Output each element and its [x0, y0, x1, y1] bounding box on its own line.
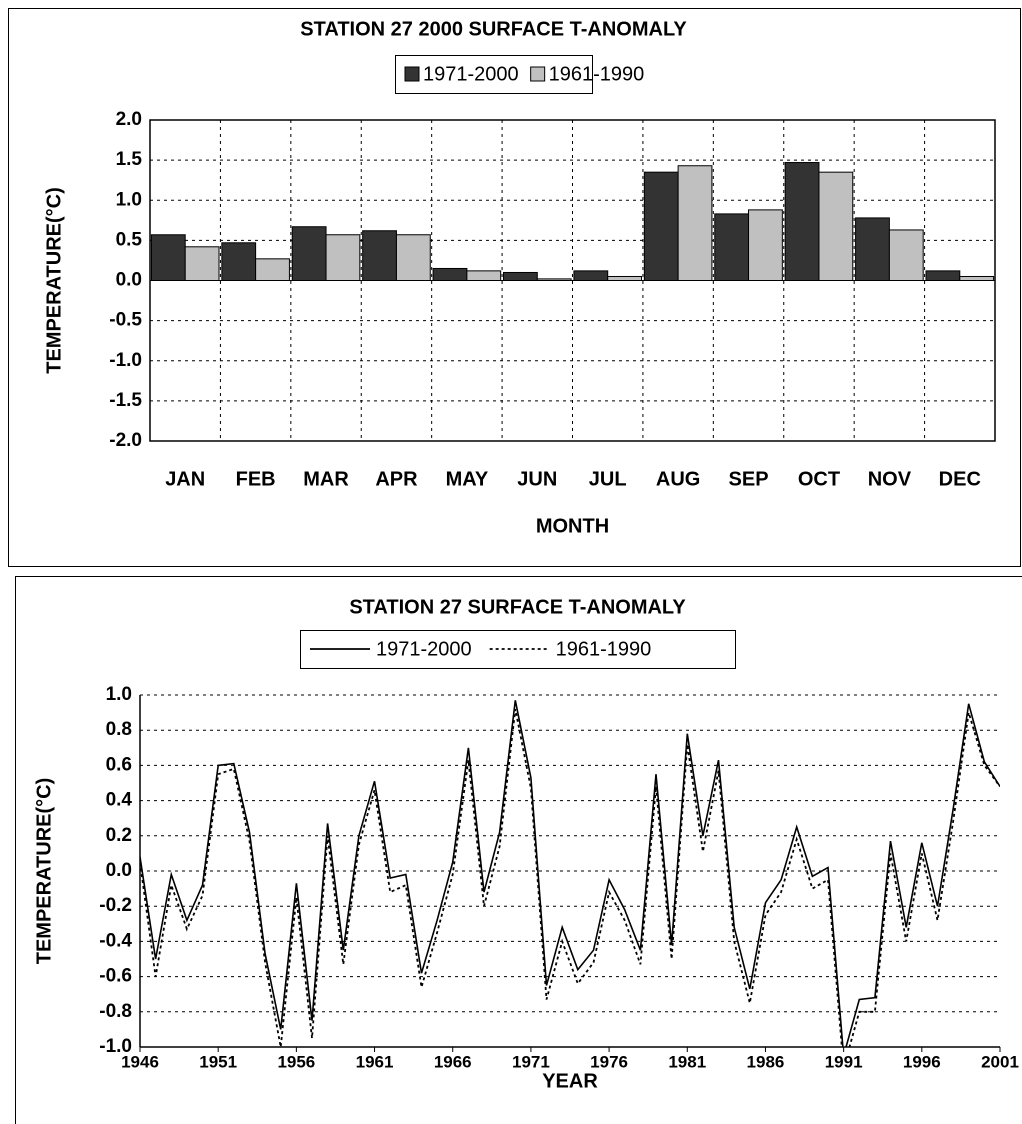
bar — [221, 242, 257, 281]
bar — [714, 213, 750, 281]
x-tick-label: 1961 — [356, 1052, 394, 1071]
y-tick-label: 0.0 — [106, 860, 132, 881]
bar — [959, 275, 995, 281]
x-tick-label: 2001 — [981, 1052, 1019, 1071]
x-tick-label: MAR — [303, 468, 349, 490]
chart-title: STATION 27 SURFACE T-ANOMALY — [349, 596, 686, 618]
bar — [818, 171, 854, 282]
bar — [432, 267, 468, 281]
y-tick-label: -0.2 — [99, 895, 132, 916]
bar — [748, 209, 783, 282]
x-axis-label: MONTH — [536, 515, 609, 537]
y-tick-label: 0.5 — [116, 229, 143, 250]
y-tick-label: -0.6 — [99, 966, 132, 987]
y-tick-label: 1.0 — [116, 189, 142, 210]
y-tick-label: 0.6 — [106, 754, 132, 775]
legend-swatch — [404, 66, 420, 82]
bar — [573, 270, 609, 281]
plot-lines — [140, 700, 1000, 1047]
legend-label: 1961-1990 — [549, 63, 645, 85]
x-tick-label: MAY — [446, 468, 489, 490]
bar — [325, 234, 361, 282]
legend-label: 1971-2000 — [423, 63, 519, 85]
plot-border — [149, 119, 996, 442]
x-tick-label: 1981 — [668, 1052, 706, 1071]
y-tick-label: 2.0 — [116, 109, 142, 130]
x-tick-label: JUN — [517, 468, 557, 490]
y-tick-label: 0.0 — [116, 270, 142, 291]
legend-label: 1971-2000 — [376, 638, 472, 660]
bar — [184, 246, 220, 281]
bar — [395, 234, 431, 282]
y-tick-label: -0.8 — [99, 1001, 132, 1022]
x-tick-label: 1971 — [512, 1052, 550, 1071]
y-tick-label: -0.5 — [109, 310, 142, 331]
legend-label: 1961-1990 — [556, 638, 652, 660]
legend-swatch — [530, 66, 546, 82]
y-axis-label: TEMPERATURE(°C) — [33, 778, 55, 965]
legend-box — [395, 55, 593, 94]
x-tick-label: 1966 — [434, 1052, 472, 1071]
bar — [643, 171, 679, 282]
bar — [855, 217, 890, 281]
bar — [466, 270, 502, 281]
x-tick-label: FEB — [236, 468, 276, 490]
bar — [255, 258, 290, 281]
x-tick-label: OCT — [798, 468, 840, 490]
bar — [502, 271, 538, 282]
x-tick-label: AUG — [656, 468, 700, 490]
x-tick-label: SEP — [729, 468, 769, 490]
x-tick-label: APR — [375, 468, 418, 490]
y-tick-label: -1.0 — [109, 350, 142, 371]
bar — [607, 275, 643, 281]
x-tick-label: 1951 — [199, 1052, 237, 1071]
chart-title: STATION 27 2000 SURFACE T-ANOMALY — [300, 18, 687, 40]
legend-box — [300, 630, 736, 669]
x-tick-label: 1996 — [903, 1052, 941, 1071]
y-tick-label: -0.4 — [99, 930, 132, 951]
x-tick-label: JAN — [165, 468, 205, 490]
y-tick-label: 1.5 — [116, 149, 143, 170]
x-axis-label: YEAR — [542, 1070, 598, 1092]
y-tick-label: 0.2 — [106, 825, 132, 846]
bar — [784, 162, 820, 281]
x-tick-label: 1986 — [747, 1052, 785, 1071]
chart-frame — [8, 8, 1021, 567]
bar — [291, 226, 327, 281]
x-tick-label: 1956 — [277, 1052, 315, 1071]
x-tick-label: NOV — [868, 468, 912, 490]
bar — [925, 270, 961, 281]
y-tick-label: -2.0 — [109, 430, 142, 451]
series-line — [140, 708, 1000, 1047]
bar — [362, 230, 397, 281]
x-tick-label: 1991 — [825, 1052, 863, 1071]
bar — [677, 165, 713, 281]
y-tick-label: -1.0 — [99, 1036, 132, 1057]
y-tick-label: 0.8 — [106, 719, 132, 740]
y-tick-label: 1.0 — [106, 684, 132, 705]
x-tick-label: 1946 — [121, 1052, 159, 1071]
x-tick-label: DEC — [939, 468, 981, 490]
x-tick-label: JUL — [589, 468, 627, 490]
series-line — [140, 700, 1000, 1047]
chart-frame — [15, 576, 1022, 1124]
bar — [888, 229, 924, 282]
y-axis-label: TEMPERATURE(°C) — [43, 187, 65, 374]
y-tick-label: -1.5 — [109, 390, 142, 411]
bar — [150, 234, 186, 282]
x-tick-label: 1976 — [590, 1052, 628, 1071]
y-tick-label: 0.4 — [106, 790, 133, 811]
